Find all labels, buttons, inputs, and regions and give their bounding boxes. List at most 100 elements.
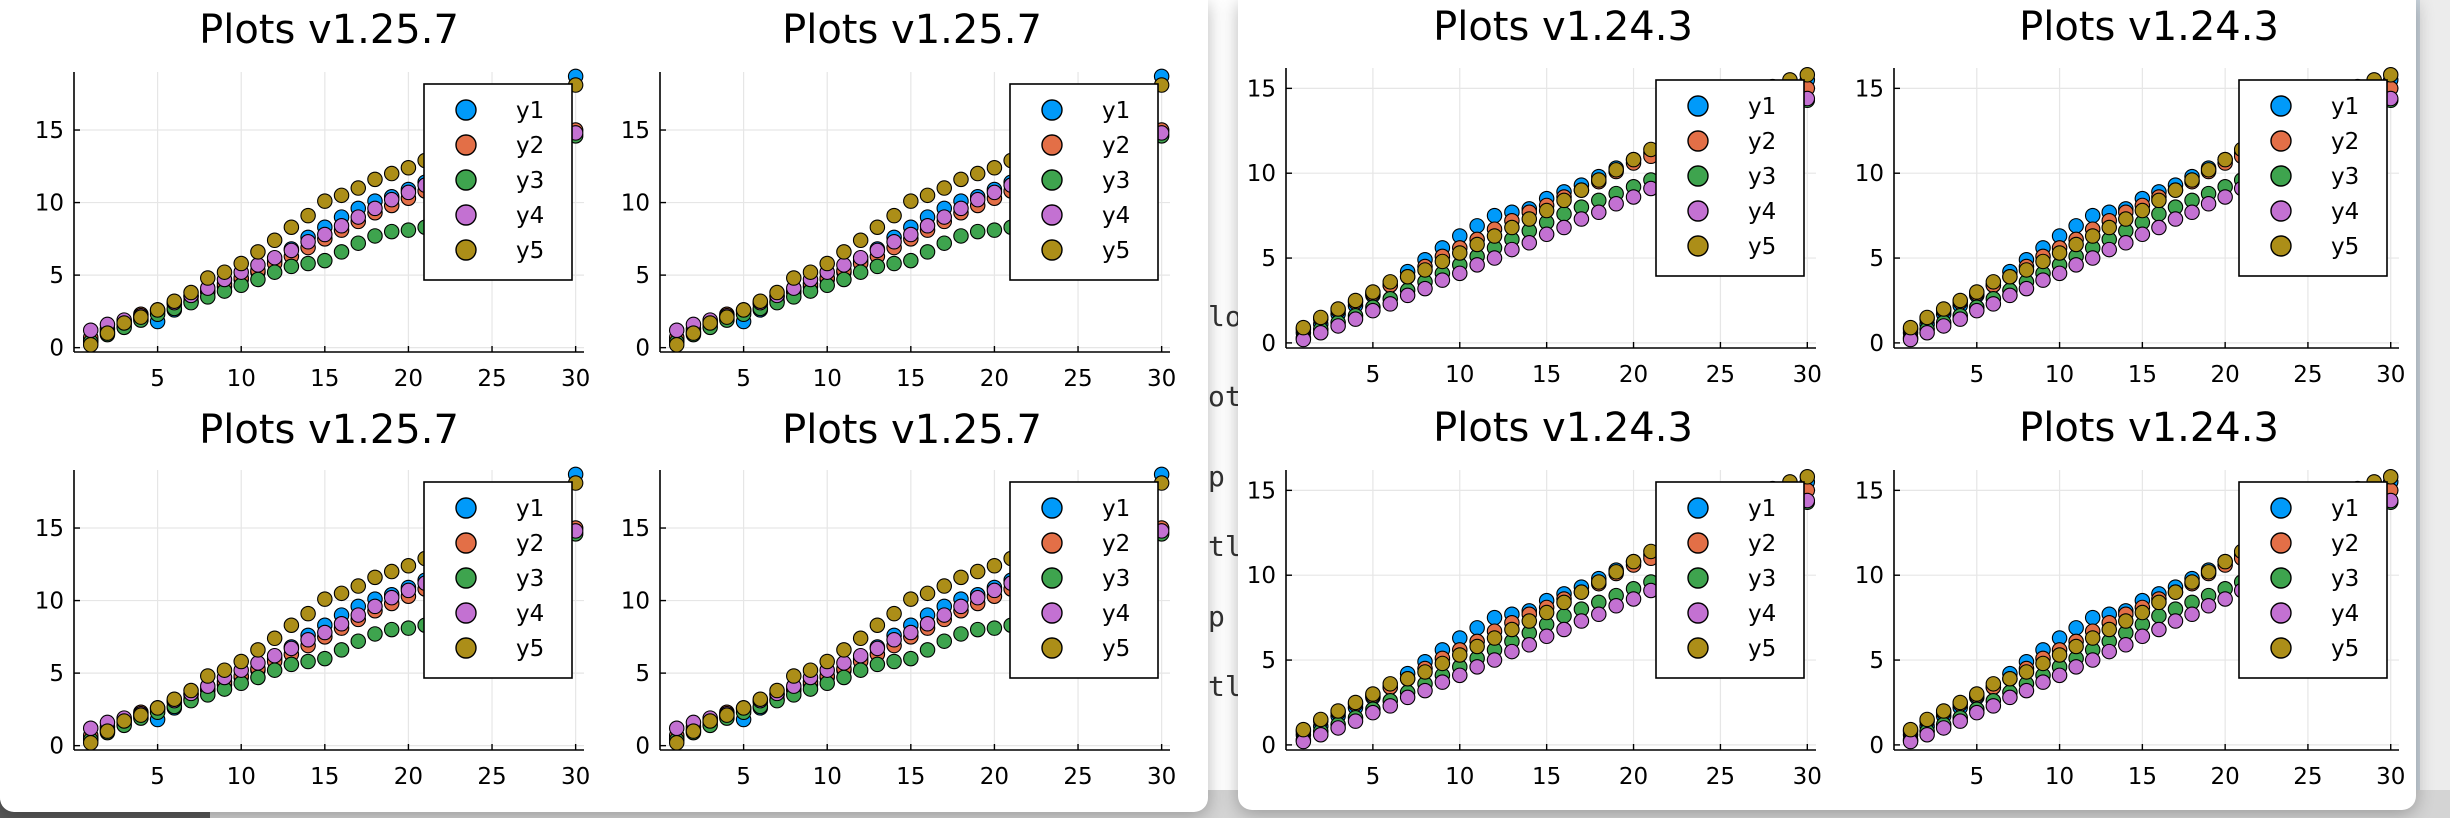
data-point-y5: [400, 160, 417, 176]
data-point-y5: [2167, 584, 2184, 600]
data-point-y5: [1985, 676, 2002, 692]
data-point-y4: [2134, 226, 2151, 243]
x-tick-label: 10: [1445, 764, 1474, 790]
x-tick-label: 5: [736, 764, 751, 790]
data-point-y4: [1417, 280, 1433, 297]
y-tick-label: 15: [35, 516, 64, 542]
data-point-y3: [233, 277, 249, 294]
data-point-y5: [1486, 630, 1503, 646]
data-point-y5: [1799, 67, 1816, 83]
data-point-y3: [869, 258, 886, 275]
x-tick-label: 5: [150, 366, 165, 392]
data-point-y5: [1521, 211, 1538, 227]
data-point-y5: [852, 630, 869, 647]
data-point-y3: [317, 650, 333, 667]
data-point-y3: [903, 650, 919, 667]
data-point-y5: [936, 180, 953, 196]
data-point-y3: [250, 669, 266, 686]
y-tick-label: 10: [1247, 563, 1276, 589]
data-point-y4: [1573, 613, 1590, 629]
data-point-y5: [2101, 219, 2117, 236]
data-point-y5: [1313, 309, 1329, 326]
data-point-y5: [250, 642, 266, 658]
y-tick-label: 0: [1869, 733, 1884, 759]
data-point-y4: [1538, 226, 1555, 243]
legend-marker-y2: [2270, 532, 2292, 554]
legend-label: y2: [2331, 129, 2359, 155]
data-point-y3: [400, 222, 417, 238]
data-point-y5: [250, 244, 266, 260]
data-point-y4: [1313, 324, 1329, 341]
data-point-y3: [836, 669, 852, 686]
y-tick-label: 15: [621, 118, 650, 144]
data-point-y5: [786, 270, 802, 286]
data-point-y5: [2382, 469, 2399, 485]
data-point-y5: [769, 682, 785, 699]
legend-marker-y4: [1687, 200, 1709, 222]
data-point-y1: [1486, 207, 1503, 224]
data-point-y5: [1434, 253, 1451, 270]
data-point-y4: [1469, 257, 1485, 273]
legend-label: y3: [1748, 566, 1776, 592]
legend: y1 y2 y3 y4 y5: [1009, 481, 1159, 679]
data-point-y4: [1365, 302, 1381, 319]
legend-label: y4: [1102, 601, 1130, 627]
legend-label: y3: [516, 168, 544, 194]
data-point-y4: [1486, 250, 1503, 266]
legend-box: [1655, 481, 1805, 679]
data-point-y4: [350, 607, 367, 623]
data-point-y4: [400, 582, 417, 599]
data-point-y5: [2151, 192, 2167, 209]
data-point-y4: [1591, 204, 1607, 220]
data-point-y5: [668, 336, 685, 353]
data-point-y3: [936, 633, 953, 649]
legend-label: y2: [1748, 531, 1776, 557]
legend: y1 y2 y3 y4 y5: [1009, 83, 1159, 281]
legend-marker-y4: [2270, 602, 2292, 624]
data-point-y4: [266, 647, 283, 664]
data-point-y5: [1573, 182, 1590, 198]
data-point-y5: [869, 219, 886, 235]
x-tick-label: 10: [227, 764, 256, 790]
plots-window-right[interactable]: Plots v1.24.3 5 10 15 20 25 30 0 5 10 15 y1 y2 y3 y4 y5…: [1238, 0, 2416, 810]
data-point-y4: [986, 184, 1003, 201]
data-point-y4: [2118, 235, 2134, 251]
data-point-y5: [752, 691, 769, 707]
x-tick-label: 25: [1063, 764, 1092, 790]
data-point-y4: [2002, 287, 2018, 304]
data-point-y5: [1295, 721, 1312, 738]
legend: y1 y2 y3 y4 y5: [2238, 79, 2388, 277]
data-point-y5: [1399, 670, 1416, 687]
data-point-y5: [2151, 594, 2167, 611]
legend-label: y4: [516, 601, 544, 627]
legend-marker-y2: [2270, 130, 2292, 152]
legend-label: y2: [1102, 531, 1130, 557]
subplot-4: Plots v1.24.3 5 10 15 20 25 30 0 5 10 15 y1 y2 y3 y4 y5: [1855, 405, 2406, 790]
data-point-y4: [1434, 674, 1451, 690]
data-point-y4: [250, 655, 266, 671]
data-point-y4: [1985, 698, 2002, 714]
data-point-y3: [300, 255, 316, 272]
data-point-y4: [1330, 720, 1346, 736]
data-point-y5: [116, 315, 132, 331]
legend-marker-y2: [1687, 130, 1709, 152]
data-point-y5: [1504, 621, 1520, 638]
data-point-y5: [2101, 621, 2117, 638]
background-code-fragment: tl: [1208, 530, 1242, 563]
data-point-y4: [969, 589, 986, 606]
data-point-y5: [1452, 245, 1468, 261]
data-point-y5: [1452, 647, 1468, 663]
plots-window-left[interactable]: Plots v1.25.7 5 10 15 20 25 30 0 5 10 15 y1 y2 y3 y4 y5…: [0, 0, 1208, 812]
legend-marker-y5: [1687, 235, 1709, 257]
data-point-y4: [2084, 250, 2101, 266]
y-tick-label: 0: [49, 734, 64, 760]
y-tick-label: 10: [621, 589, 650, 615]
legend-label: y1: [516, 496, 544, 522]
y-tick-label: 0: [635, 336, 650, 362]
x-tick-label: 25: [1706, 362, 1735, 388]
data-point-y5: [802, 264, 819, 280]
data-point-y4: [852, 249, 869, 266]
data-point-y5: [719, 309, 735, 325]
data-point-y4: [2134, 628, 2151, 645]
legend-label: y1: [1102, 496, 1130, 522]
